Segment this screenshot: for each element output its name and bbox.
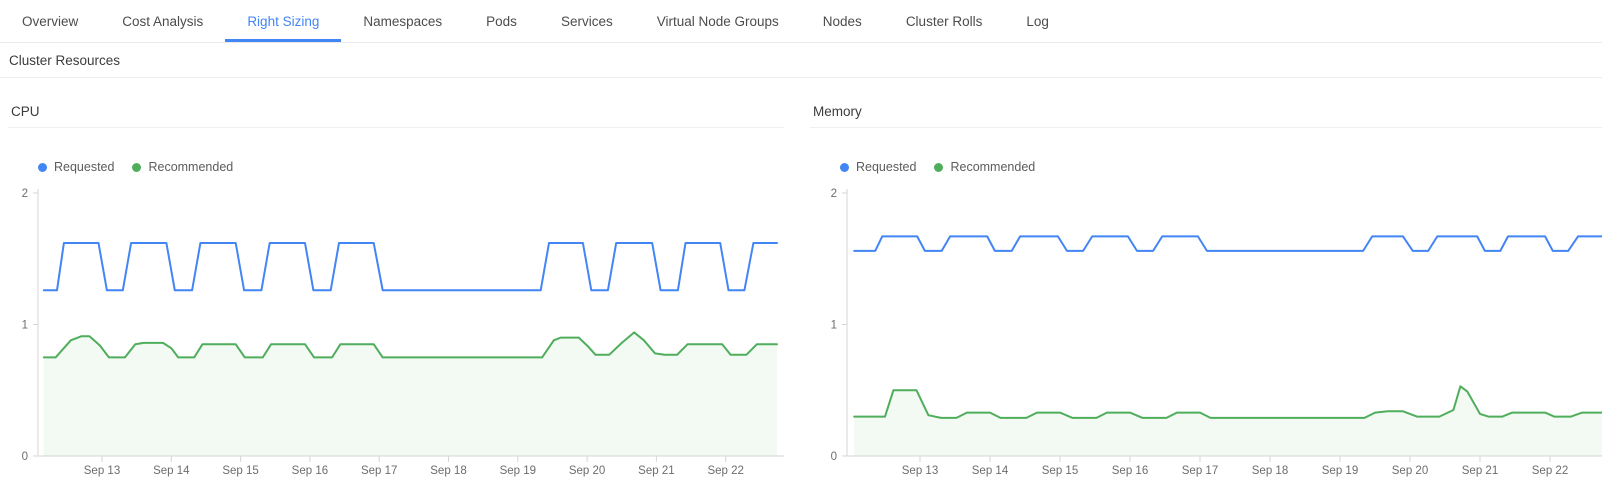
legend-dot-recommended [132,162,142,172]
x-tick-label: Sep 14 [972,465,1009,477]
tab-log[interactable]: Log [1004,0,1071,42]
x-tick-label: Sep 15 [222,465,258,477]
chart-title-memory: Memory [810,104,1602,128]
x-tick-label: Sep 17 [361,465,397,477]
legend-dot-recommended [934,162,944,172]
section-title: Cluster Resources [9,52,121,68]
series-line-requested [853,235,1602,252]
legend-dot-requested [840,162,849,172]
x-tick-label: Sep 14 [153,465,190,477]
x-tick-label: Sep 18 [1252,465,1288,477]
tab-services[interactable]: Services [539,0,635,42]
tab-nodes[interactable]: Nodes [801,0,884,42]
x-tick-label: Sep 15 [1042,465,1078,477]
tab-overview[interactable]: Overview [0,0,100,42]
area-fill-recommended [43,332,778,456]
chart-plot-memory[interactable]: 0 1 2 Sep 13 Sep 14 Sep 15 Sep 16 Sep 17 Sep 18 S… [810,183,1602,485]
tab-namespaces[interactable]: Namespaces [341,0,464,42]
tab-bar: Overview Cost Analysis Right Sizing Namespa… [0,0,1602,43]
x-tick-label: Sep 18 [430,465,466,477]
legend-requested[interactable]: Requested [840,160,916,174]
x-tick-label: Sep 19 [500,465,536,477]
y-tick-label: 0 [831,451,837,463]
legend-label: Requested [856,160,917,174]
legend-dot-requested [38,162,47,172]
y-tick-label: 0 [22,451,28,463]
legend-label: Recommended [148,160,234,174]
charts-row: CPU Requested Recommended 0 1 2 Sep 13 Sep 14… [0,104,1602,485]
chart-panel-memory: Memory Requested Recommended 0 1 2 Sep 13 Sep… [810,104,1602,485]
tab-cluster-rolls[interactable]: Cluster Rolls [884,0,1005,42]
area-fill-recommended [854,386,1602,456]
chart-title-cpu: CPU [8,104,784,128]
x-tick-label: Sep 20 [1392,465,1428,477]
y-tick-label: 1 [831,320,837,332]
x-tick-label: Sep 13 [84,465,120,477]
legend-label: Requested [54,160,115,174]
x-tick-label: Sep 22 [1532,465,1568,477]
x-tick-label: Sep 20 [569,465,605,477]
tab-virtual-node-groups[interactable]: Virtual Node Groups [635,0,801,42]
section-header: Cluster Resources [0,43,1602,78]
y-tick-label: 2 [831,188,837,200]
chart-legend: Requested Recommended [38,160,784,174]
x-tick-label: Sep 21 [1462,465,1498,477]
x-tick-label: Sep 19 [1322,465,1358,477]
series-line-recommended [853,385,1602,419]
x-tick-label: Sep 16 [1112,465,1148,477]
x-tick-label: Sep 13 [902,465,938,477]
x-tick-label: Sep 22 [707,465,743,477]
tab-pods[interactable]: Pods [464,0,539,42]
chart-legend: Requested Recommended [840,160,1602,174]
chart-panel-cpu: CPU Requested Recommended 0 1 2 Sep 13 Sep 14… [8,104,784,485]
series-line-requested [42,242,778,292]
tab-cost-analysis[interactable]: Cost Analysis [100,0,225,42]
chart-plot-cpu[interactable]: 0 1 2 Sep 13 Sep 14 Sep 15 Sep 16 Sep 17 Sep 18 S… [8,183,784,485]
legend-label: Recommended [950,160,1036,174]
series-line-recommended [42,331,778,359]
legend-recommended[interactable]: Recommended [132,160,233,174]
legend-recommended[interactable]: Recommended [934,160,1035,174]
y-tick-label: 1 [22,320,28,332]
x-tick-label: Sep 16 [292,465,328,477]
x-tick-label: Sep 17 [1182,465,1218,477]
x-tick-label: Sep 21 [638,465,674,477]
legend-requested[interactable]: Requested [38,160,114,174]
tab-right-sizing[interactable]: Right Sizing [225,0,342,42]
y-tick-label: 2 [22,188,28,200]
